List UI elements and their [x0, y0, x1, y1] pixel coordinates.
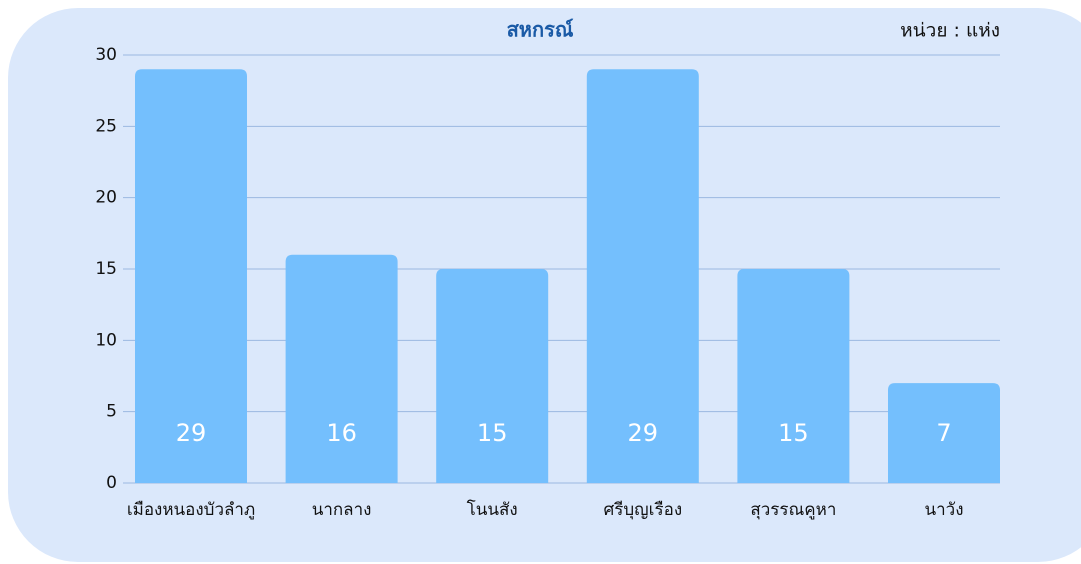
y-tick-label: 10: [95, 330, 117, 350]
bar: [737, 269, 850, 483]
x-tick-label: เมืองหนองบัวลำภู: [127, 500, 255, 520]
y-tick-label: 20: [95, 188, 117, 208]
chart-title: สหกรณ์: [507, 18, 574, 42]
bar: [586, 69, 699, 484]
y-tick-label: 15: [95, 259, 117, 279]
x-tick-label: โนนสัง: [467, 499, 518, 520]
value-label: 15: [477, 419, 508, 447]
x-tick-label: นากลาง: [312, 500, 372, 520]
value-label: 16: [326, 419, 357, 447]
bar: [285, 254, 398, 483]
y-tick-label: 25: [95, 116, 117, 136]
bar: [888, 383, 1000, 483]
value-label: 7: [936, 419, 951, 447]
y-tick-label: 5: [106, 402, 117, 422]
value-label: 29: [176, 419, 207, 447]
bar: [135, 69, 247, 484]
value-label: 15: [778, 419, 809, 447]
unit-label: หน่วย : แห่ง: [900, 20, 1000, 42]
value-label: 29: [628, 419, 659, 447]
y-tick-label: 0: [106, 473, 117, 493]
y-tick-label: 30: [95, 45, 117, 65]
x-tick-label: สุวรรณคูหา: [750, 500, 836, 520]
x-tick-label: นาวัง: [924, 500, 963, 520]
bar: [436, 269, 549, 483]
x-tick-label: ศรีบุญเรือง: [603, 500, 682, 520]
